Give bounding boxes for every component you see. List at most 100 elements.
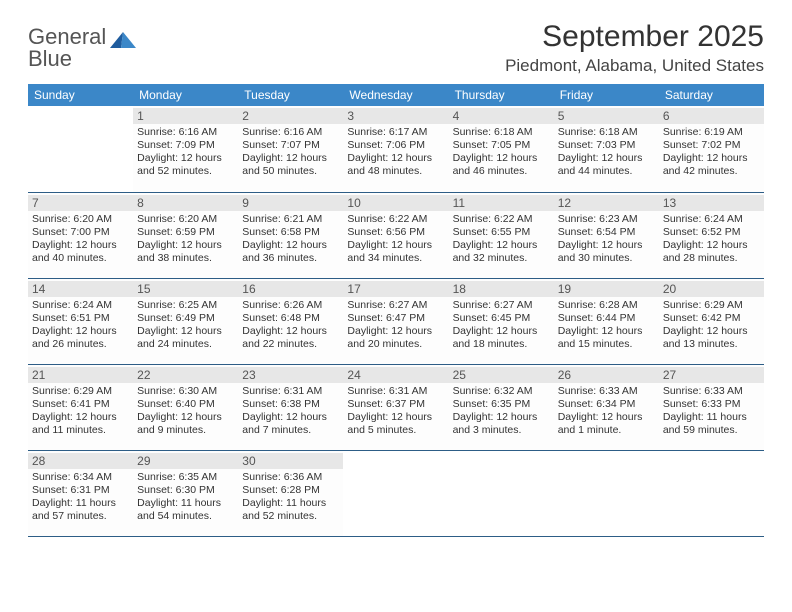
- day-header: Sunday: [28, 84, 133, 106]
- daylight-line: Daylight: 12 hours and 18 minutes.: [453, 325, 550, 351]
- sunset-line: Sunset: 7:05 PM: [453, 139, 550, 152]
- calendar-day-cell: 2Sunrise: 6:16 AMSunset: 7:07 PMDaylight…: [238, 106, 343, 192]
- daylight-line: Daylight: 12 hours and 1 minute.: [558, 411, 655, 437]
- daylight-line: Daylight: 12 hours and 32 minutes.: [453, 239, 550, 265]
- sunrise-line: Sunrise: 6:24 AM: [663, 213, 760, 226]
- sunset-line: Sunset: 6:30 PM: [137, 484, 234, 497]
- calendar-empty-cell: [554, 450, 659, 536]
- day-details: Sunrise: 6:16 AMSunset: 7:09 PMDaylight:…: [137, 126, 234, 179]
- daylight-line: Daylight: 12 hours and 3 minutes.: [453, 411, 550, 437]
- day-details: Sunrise: 6:24 AMSunset: 6:52 PMDaylight:…: [663, 213, 760, 266]
- daylight-line: Daylight: 11 hours and 59 minutes.: [663, 411, 760, 437]
- daylight-line: Daylight: 11 hours and 54 minutes.: [137, 497, 234, 523]
- day-details: Sunrise: 6:21 AMSunset: 6:58 PMDaylight:…: [242, 213, 339, 266]
- day-details: Sunrise: 6:25 AMSunset: 6:49 PMDaylight:…: [137, 299, 234, 352]
- sunrise-line: Sunrise: 6:16 AM: [137, 126, 234, 139]
- day-number: 28: [28, 453, 133, 469]
- sunrise-line: Sunrise: 6:20 AM: [32, 213, 129, 226]
- calendar-day-cell: 22Sunrise: 6:30 AMSunset: 6:40 PMDayligh…: [133, 364, 238, 450]
- calendar-day-cell: 6Sunrise: 6:19 AMSunset: 7:02 PMDaylight…: [659, 106, 764, 192]
- day-header: Thursday: [449, 84, 554, 106]
- daylight-line: Daylight: 12 hours and 7 minutes.: [242, 411, 339, 437]
- daylight-line: Daylight: 12 hours and 15 minutes.: [558, 325, 655, 351]
- day-number: 9: [238, 195, 343, 211]
- sunrise-line: Sunrise: 6:32 AM: [453, 385, 550, 398]
- calendar-day-cell: 18Sunrise: 6:27 AMSunset: 6:45 PMDayligh…: [449, 278, 554, 364]
- day-number: 10: [343, 195, 448, 211]
- day-header: Wednesday: [343, 84, 448, 106]
- day-details: Sunrise: 6:28 AMSunset: 6:44 PMDaylight:…: [558, 299, 655, 352]
- sunset-line: Sunset: 6:33 PM: [663, 398, 760, 411]
- calendar-header-row: SundayMondayTuesdayWednesdayThursdayFrid…: [28, 84, 764, 106]
- day-details: Sunrise: 6:27 AMSunset: 6:45 PMDaylight:…: [453, 299, 550, 352]
- day-header: Friday: [554, 84, 659, 106]
- day-details: Sunrise: 6:19 AMSunset: 7:02 PMDaylight:…: [663, 126, 760, 179]
- sunset-line: Sunset: 6:59 PM: [137, 226, 234, 239]
- sunrise-line: Sunrise: 6:24 AM: [32, 299, 129, 312]
- sunset-line: Sunset: 7:07 PM: [242, 139, 339, 152]
- daylight-line: Daylight: 12 hours and 36 minutes.: [242, 239, 339, 265]
- sunrise-line: Sunrise: 6:19 AM: [663, 126, 760, 139]
- sunrise-line: Sunrise: 6:31 AM: [242, 385, 339, 398]
- day-details: Sunrise: 6:20 AMSunset: 6:59 PMDaylight:…: [137, 213, 234, 266]
- sunrise-line: Sunrise: 6:21 AM: [242, 213, 339, 226]
- calendar-week-row: 1Sunrise: 6:16 AMSunset: 7:09 PMDaylight…: [28, 106, 764, 192]
- calendar-day-cell: 9 Sunrise: 6:21 AMSunset: 6:58 PMDaylight…: [238, 192, 343, 278]
- day-details: Sunrise: 6:22 AMSunset: 6:56 PMDaylight:…: [347, 213, 444, 266]
- sunset-line: Sunset: 7:06 PM: [347, 139, 444, 152]
- calendar-day-cell: 20Sunrise: 6:29 AMSunset: 6:42 PMDayligh…: [659, 278, 764, 364]
- day-details: Sunrise: 6:33 AMSunset: 6:33 PMDaylight:…: [663, 385, 760, 438]
- calendar-day-cell: 14 Sunrise: 6:24 AMSunset: 6:51 PMDayligh…: [28, 278, 133, 364]
- day-number: 17: [343, 281, 448, 297]
- sunrise-line: Sunrise: 6:30 AM: [137, 385, 234, 398]
- daylight-line: Daylight: 12 hours and 28 minutes.: [663, 239, 760, 265]
- calendar-day-cell: 11Sunrise: 6:22 AMSunset: 6:55 PMDayligh…: [449, 192, 554, 278]
- sunset-line: Sunset: 6:28 PM: [242, 484, 339, 497]
- day-number: 12: [554, 195, 659, 211]
- calendar-day-cell: 19Sunrise: 6:28 AMSunset: 6:44 PMDayligh…: [554, 278, 659, 364]
- sunset-line: Sunset: 6:37 PM: [347, 398, 444, 411]
- brand-logo: General Blue: [28, 26, 136, 70]
- sunset-line: Sunset: 6:52 PM: [663, 226, 760, 239]
- day-details: Sunrise: 6:16 AMSunset: 7:07 PMDaylight:…: [242, 126, 339, 179]
- daylight-line: Daylight: 12 hours and 46 minutes.: [453, 152, 550, 178]
- day-details: Sunrise: 6:31 AMSunset: 6:38 PMDaylight:…: [242, 385, 339, 438]
- daylight-line: Daylight: 11 hours and 52 minutes.: [242, 497, 339, 523]
- sunrise-line: Sunrise: 6:29 AM: [663, 299, 760, 312]
- calendar-empty-cell: [449, 450, 554, 536]
- location-text: Piedmont, Alabama, United States: [505, 56, 764, 76]
- calendar-week-row: 21Sunrise: 6:29 AMSunset: 6:41 PMDayligh…: [28, 364, 764, 450]
- day-details: Sunrise: 6:18 AMSunset: 7:05 PMDaylight:…: [453, 126, 550, 179]
- sunset-line: Sunset: 6:51 PM: [32, 312, 129, 325]
- daylight-line: Daylight: 12 hours and 26 minutes.: [32, 325, 129, 351]
- day-number: 8: [133, 195, 238, 211]
- sunset-line: Sunset: 6:49 PM: [137, 312, 234, 325]
- sunset-line: Sunset: 6:56 PM: [347, 226, 444, 239]
- sunset-line: Sunset: 7:03 PM: [558, 139, 655, 152]
- daylight-line: Daylight: 11 hours and 57 minutes.: [32, 497, 129, 523]
- day-header: Tuesday: [238, 84, 343, 106]
- day-number: 29: [133, 453, 238, 469]
- calendar-day-cell: 7Sunrise: 6:20 AMSunset: 7:00 PMDaylight…: [28, 192, 133, 278]
- daylight-line: Daylight: 12 hours and 40 minutes.: [32, 239, 129, 265]
- day-number: 22: [133, 367, 238, 383]
- sunset-line: Sunset: 6:54 PM: [558, 226, 655, 239]
- sunrise-line: Sunrise: 6:33 AM: [558, 385, 655, 398]
- calendar-week-row: 28Sunrise: 6:34 AMSunset: 6:31 PMDayligh…: [28, 450, 764, 536]
- calendar-page: General Blue September 2025 Piedmont, Al…: [0, 0, 792, 557]
- daylight-line: Daylight: 12 hours and 5 minutes.: [347, 411, 444, 437]
- calendar-day-cell: 8 Sunrise: 6:20 AMSunset: 6:59 PMDaylight…: [133, 192, 238, 278]
- brand-line1: General: [28, 26, 106, 48]
- sunset-line: Sunset: 6:34 PM: [558, 398, 655, 411]
- day-number: 7: [28, 195, 133, 211]
- sunrise-line: Sunrise: 6:22 AM: [347, 213, 444, 226]
- day-details: Sunrise: 6:23 AMSunset: 6:54 PMDaylight:…: [558, 213, 655, 266]
- day-number: 14: [28, 281, 133, 297]
- day-details: Sunrise: 6:33 AMSunset: 6:34 PMDaylight:…: [558, 385, 655, 438]
- day-details: Sunrise: 6:31 AMSunset: 6:37 PMDaylight:…: [347, 385, 444, 438]
- day-number: 11: [449, 195, 554, 211]
- sunrise-line: Sunrise: 6:28 AM: [558, 299, 655, 312]
- calendar-day-cell: 16Sunrise: 6:26 AMSunset: 6:48 PMDayligh…: [238, 278, 343, 364]
- day-number: 30: [238, 453, 343, 469]
- day-details: Sunrise: 6:35 AMSunset: 6:30 PMDaylight:…: [137, 471, 234, 524]
